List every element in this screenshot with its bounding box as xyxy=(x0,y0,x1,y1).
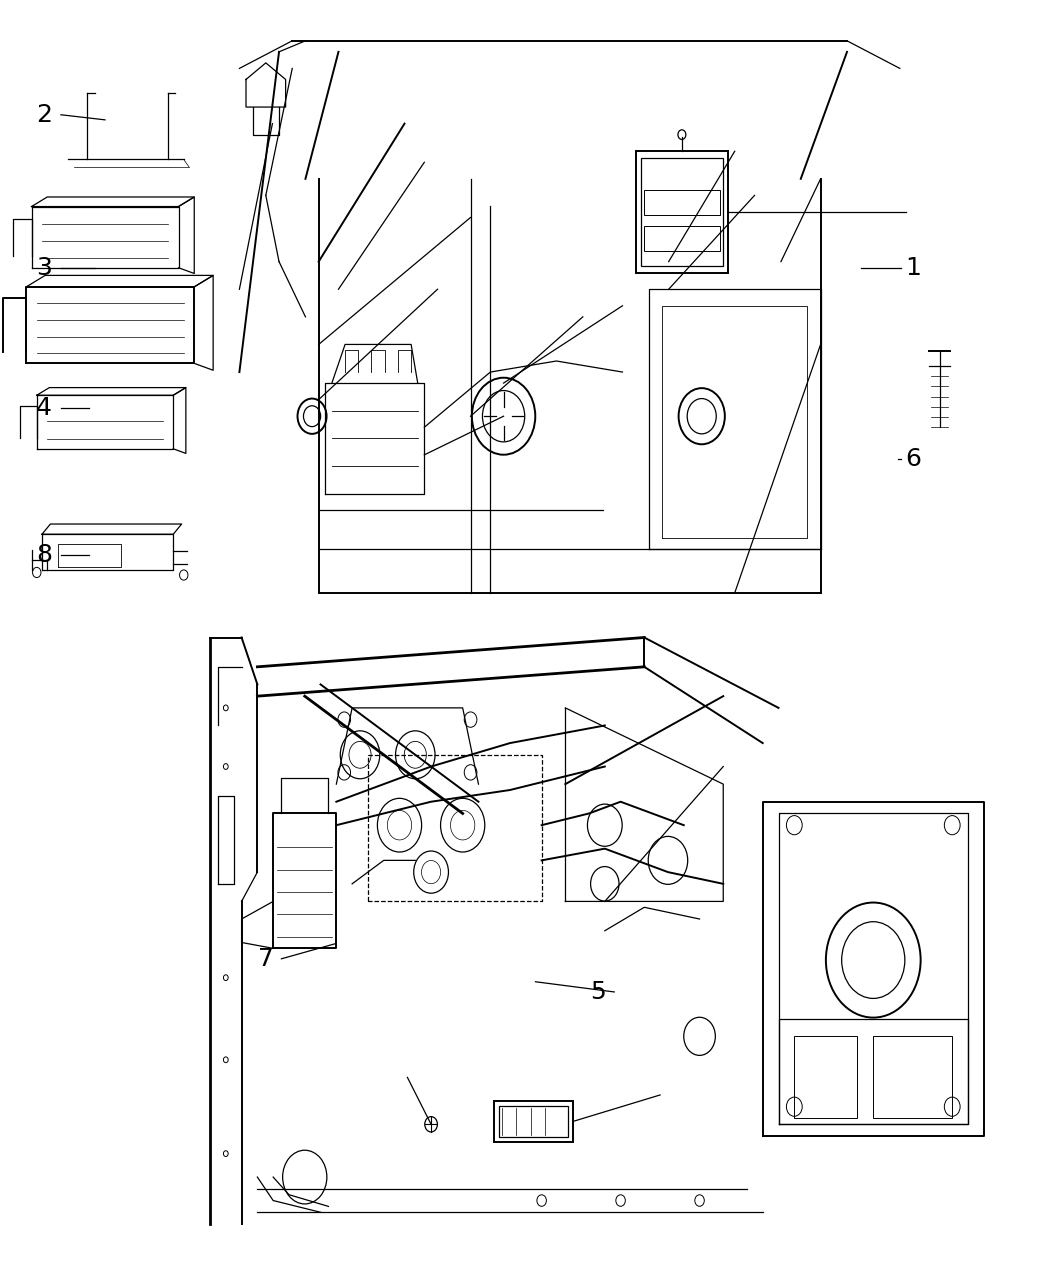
Bar xyxy=(874,1037,952,1118)
Text: 2: 2 xyxy=(36,103,52,126)
Text: 5: 5 xyxy=(590,980,607,1003)
Text: 8: 8 xyxy=(36,543,52,566)
Bar xyxy=(635,152,728,273)
Ellipse shape xyxy=(684,1017,715,1056)
Text: 3: 3 xyxy=(36,256,52,279)
Text: 1: 1 xyxy=(905,256,922,279)
Bar xyxy=(495,1100,573,1142)
Bar xyxy=(644,226,720,251)
Text: 6: 6 xyxy=(905,448,922,470)
Bar xyxy=(794,1037,858,1118)
Text: 4: 4 xyxy=(36,397,52,419)
Bar xyxy=(640,158,722,266)
Text: 7: 7 xyxy=(257,947,274,970)
Bar xyxy=(644,190,720,214)
Bar xyxy=(499,1105,568,1137)
